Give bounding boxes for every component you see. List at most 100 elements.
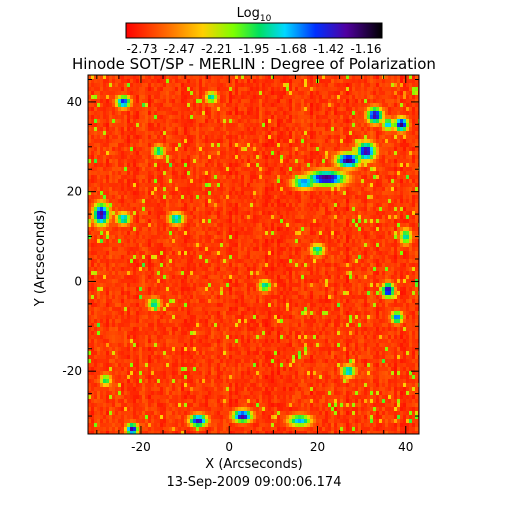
heatmap-cell (379, 151, 383, 156)
heatmap-cell (193, 147, 197, 152)
heatmap-cell (313, 111, 317, 116)
heatmap-cell (112, 75, 116, 80)
heatmap-cell (184, 247, 188, 252)
heatmap-cell (373, 75, 377, 80)
heatmap-cell (139, 179, 143, 184)
heatmap-cell (211, 251, 215, 256)
heatmap-cell (340, 187, 344, 192)
heatmap-cell (322, 107, 326, 112)
heatmap-cell (148, 215, 152, 220)
heatmap-cell (178, 115, 182, 120)
heatmap-cell (322, 123, 326, 128)
heatmap-cell (214, 151, 218, 156)
heatmap-cell (301, 103, 305, 108)
heatmap-cell (310, 203, 314, 208)
heatmap-cell (154, 143, 158, 148)
heatmap-cell (376, 163, 380, 168)
heatmap-cell (337, 195, 341, 200)
heatmap-cell (91, 191, 95, 196)
heatmap-cell (328, 235, 332, 240)
heatmap-cell (241, 139, 245, 144)
heatmap-cell (127, 247, 131, 252)
heatmap-cell (343, 103, 347, 108)
heatmap-cell (229, 175, 233, 180)
heatmap-cell (289, 111, 293, 116)
heatmap-cell (403, 127, 407, 132)
heatmap-cell (112, 179, 116, 184)
heatmap-cell (307, 155, 311, 160)
heatmap-cell (259, 75, 263, 80)
heatmap-cell (283, 215, 287, 220)
heatmap-cell (265, 147, 269, 152)
heatmap-cell (403, 87, 407, 92)
heatmap-cell (148, 227, 152, 232)
heatmap-cell (94, 91, 98, 96)
heatmap-cell (91, 207, 95, 212)
heatmap-cell (172, 211, 176, 216)
heatmap-cell (295, 207, 299, 212)
heatmap-cell (208, 147, 212, 152)
heatmap-cell (88, 123, 92, 128)
heatmap-cell (112, 191, 116, 196)
heatmap-cell (241, 83, 245, 88)
heatmap-cell (316, 211, 320, 216)
heatmap-cell (301, 219, 305, 224)
heatmap-cell (139, 183, 143, 188)
heatmap-cell (298, 199, 302, 204)
heatmap-cell (403, 179, 407, 184)
heatmap-cell (256, 175, 260, 180)
heatmap-cell (262, 199, 266, 204)
heatmap-cell (325, 75, 329, 80)
heatmap-cell (328, 79, 332, 84)
heatmap-cell (88, 91, 92, 96)
heatmap-cell (280, 167, 284, 172)
heatmap-cell (97, 251, 101, 256)
heatmap-cell (376, 187, 380, 192)
heatmap-cell (205, 191, 209, 196)
heatmap-cell (118, 211, 122, 216)
heatmap-cell (397, 123, 401, 128)
heatmap-cell (118, 103, 122, 108)
heatmap-cell (400, 131, 404, 136)
heatmap-cell (100, 223, 104, 228)
heatmap-cell (103, 131, 107, 136)
heatmap-cell (130, 187, 134, 192)
heatmap-cell (229, 231, 233, 236)
heatmap-cell (238, 227, 242, 232)
heatmap-cell (343, 151, 347, 156)
heatmap-cell (253, 171, 257, 176)
heatmap-cell (382, 243, 386, 248)
heatmap-cell (100, 115, 104, 120)
heatmap-cell (154, 235, 158, 240)
heatmap-cell (382, 211, 386, 216)
heatmap-cell (208, 167, 212, 172)
heatmap-cell (208, 171, 212, 176)
heatmap-cell (388, 107, 392, 112)
heatmap-cell (277, 235, 281, 240)
heatmap-cell (172, 171, 176, 176)
heatmap-cell (415, 107, 419, 112)
heatmap-cell (262, 103, 266, 108)
heatmap-cell (286, 227, 290, 232)
heatmap-cell (295, 167, 299, 172)
heatmap-cell (151, 111, 155, 116)
heatmap-cell (115, 87, 119, 92)
heatmap-cell (136, 231, 140, 236)
heatmap-cell (313, 247, 317, 252)
heatmap-cell (355, 75, 359, 80)
heatmap-cell (304, 131, 308, 136)
heatmap-cell (334, 159, 338, 164)
heatmap-cell (175, 83, 179, 88)
heatmap-cell (127, 187, 131, 192)
heatmap-cell (181, 191, 185, 196)
heatmap-cell (388, 123, 392, 128)
heatmap-cell (397, 167, 401, 172)
heatmap-cell (283, 75, 287, 80)
heatmap-cell (370, 243, 374, 248)
heatmap-cell (394, 207, 398, 212)
heatmap-cell (106, 127, 110, 132)
colorbar-frame (125, 22, 383, 39)
heatmap-cell (352, 211, 356, 216)
heatmap-cell (100, 163, 104, 168)
heatmap-cell (277, 247, 281, 252)
